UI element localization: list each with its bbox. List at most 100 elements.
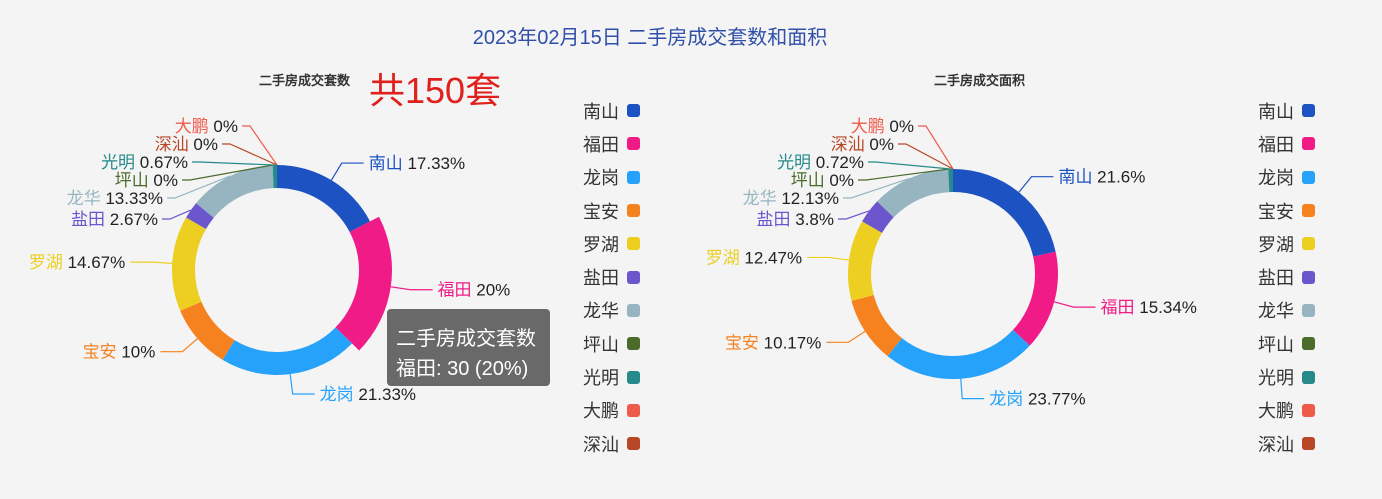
leader-line xyxy=(1054,301,1096,308)
legend-label: 罗湖 xyxy=(583,234,619,255)
slice-label: 罗湖 12.47% xyxy=(706,248,802,267)
slice-label: 大鹏 0% xyxy=(851,117,914,136)
leader-line xyxy=(192,161,275,166)
tooltip-text: 福田: 30 (20%) xyxy=(396,358,529,380)
leader-line xyxy=(289,374,315,395)
legend-area: 南山福田龙岗宝安罗湖盐田龙华坪山光明大鹏深汕 xyxy=(1258,94,1315,460)
slice-盐田[interactable] xyxy=(862,201,894,233)
slice-罗湖[interactable] xyxy=(172,217,206,311)
legend-swatch xyxy=(1302,337,1315,351)
slice-龙华[interactable] xyxy=(196,165,274,218)
legend-label: 南山 xyxy=(1258,101,1294,122)
slice-宝安[interactable] xyxy=(180,301,235,360)
legend-label: 龙岗 xyxy=(583,168,619,189)
leader-line xyxy=(918,125,954,170)
leader-line xyxy=(182,164,273,181)
legend-swatch xyxy=(627,204,640,218)
slice-label: 龙华 13.33% xyxy=(67,189,163,208)
legend-label: 大鹏 xyxy=(1258,401,1294,422)
legend-item[interactable]: 福田 xyxy=(583,127,640,160)
slice-label: 宝安 10% xyxy=(83,343,156,362)
legend-item[interactable]: 宝安 xyxy=(583,194,640,227)
slice-盐田[interactable] xyxy=(186,203,214,229)
legend-swatch xyxy=(627,237,640,251)
legend-label: 光明 xyxy=(583,368,619,389)
legend-item[interactable]: 龙华 xyxy=(583,294,640,327)
legend-item[interactable]: 盐田 xyxy=(583,260,640,293)
slice-label: 福田 20% xyxy=(438,281,511,300)
slice-label: 南山 17.33% xyxy=(369,154,465,173)
legend-label: 宝安 xyxy=(1258,201,1294,222)
legend-item[interactable]: 光明 xyxy=(583,360,640,393)
tooltip-title: 二手房成交套数 xyxy=(396,328,536,350)
legend-swatch xyxy=(1302,204,1315,218)
leader-line xyxy=(843,177,910,199)
slice-label: 深汕 0% xyxy=(831,135,894,154)
slice-福田[interactable] xyxy=(335,216,392,351)
legend-item[interactable]: 龙岗 xyxy=(1258,161,1315,194)
legend-swatch xyxy=(627,104,640,118)
legend-item[interactable]: 深汕 xyxy=(1258,427,1315,460)
legend-item[interactable]: 罗湖 xyxy=(1258,227,1315,260)
slice-label: 宝安 10.17% xyxy=(725,333,821,352)
slice-龙岗[interactable] xyxy=(887,329,1030,380)
slice-光明[interactable] xyxy=(272,165,277,189)
legend-count: 南山 福田龙岗宝安罗湖盐田 龙华坪山光明大鹏深汕 xyxy=(583,94,640,460)
slice-宝安[interactable] xyxy=(851,294,902,357)
legend-item[interactable]: 坪山 xyxy=(583,327,640,360)
legend-swatch xyxy=(627,170,640,184)
slice-龙岗[interactable] xyxy=(222,327,353,375)
legend-label: 福田 xyxy=(1258,134,1294,155)
legend-swatch xyxy=(1302,170,1315,184)
slice-光明[interactable] xyxy=(948,169,953,193)
slice-龙华[interactable] xyxy=(877,169,950,218)
legend-item[interactable]: 龙华 xyxy=(1258,294,1315,327)
legend-item[interactable]: 光明 xyxy=(1258,360,1315,393)
legend-label: 大鹏 xyxy=(583,401,619,422)
legend-label: 光明 xyxy=(1258,368,1294,389)
slice-南山[interactable] xyxy=(277,165,371,233)
leader-line xyxy=(960,378,985,400)
legend-swatch xyxy=(627,403,640,417)
leader-line xyxy=(807,256,850,261)
legend-swatch xyxy=(1302,137,1315,151)
leader-line xyxy=(330,162,364,181)
legend-swatch xyxy=(1302,403,1315,417)
legend-label: 坪山 xyxy=(583,334,619,355)
legend-swatch xyxy=(1302,303,1315,317)
legend-swatch xyxy=(1302,437,1315,451)
legend-item[interactable]: 福田 xyxy=(1258,127,1315,160)
legend-item[interactable]: 南山 xyxy=(583,94,640,127)
legend-item[interactable]: 坪山 xyxy=(1258,327,1315,360)
leader-line xyxy=(160,338,198,353)
legend-label: 盐田 xyxy=(1258,268,1294,289)
legend-item[interactable]: 深汕 xyxy=(583,427,640,460)
legend-swatch xyxy=(627,437,640,451)
legend-item[interactable]: 龙岗 xyxy=(583,161,640,194)
legend-item[interactable]: 宝安 xyxy=(1258,194,1315,227)
total-count-annotation: 共150套 xyxy=(369,70,502,111)
legend-swatch xyxy=(627,337,640,351)
slice-南山[interactable] xyxy=(953,169,1056,257)
slice-label: 光明 0.67% xyxy=(101,153,188,172)
legend-item[interactable]: 大鹏 xyxy=(583,394,640,427)
legend-swatch xyxy=(627,137,640,151)
slice-label: 深汕 0% xyxy=(155,135,218,154)
slice-label: 罗湖 14.67% xyxy=(29,253,125,272)
slice-label: 南山 21.6% xyxy=(1058,168,1145,187)
legend-swatch xyxy=(627,370,640,384)
slice-福田[interactable] xyxy=(1012,251,1058,346)
leader-line xyxy=(898,143,954,170)
tooltip: 二手房成交套数 福田: 30 (20%) xyxy=(387,309,550,386)
legend-swatch xyxy=(627,303,640,317)
legend-label: 深汕 xyxy=(1258,434,1294,455)
legend-item[interactable]: 罗湖 xyxy=(583,227,640,260)
legend-item[interactable]: 大鹏 xyxy=(1258,394,1315,427)
legend-item[interactable]: 盐田 xyxy=(1258,260,1315,293)
slice-罗湖[interactable] xyxy=(848,221,883,301)
slice-label: 盐田 2.67% xyxy=(71,210,158,229)
legend-item[interactable]: 南山 xyxy=(1258,94,1315,127)
legend-label: 坪山 xyxy=(1258,334,1294,355)
leader-line xyxy=(838,210,870,220)
